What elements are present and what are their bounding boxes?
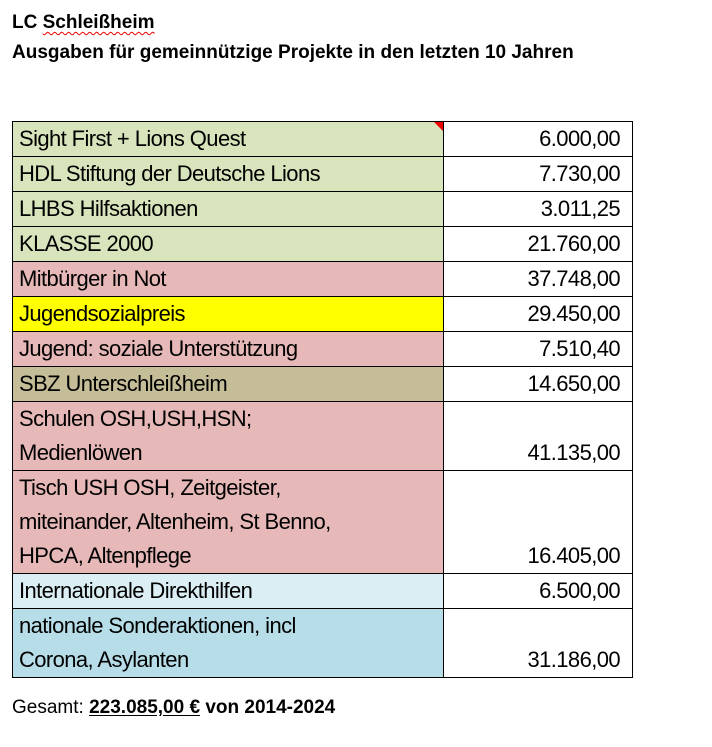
row-label: Schulen OSH,USH,HSN; Medienlöwen [12,401,444,471]
table-row: KLASSE 2000 21.760,00 [12,226,633,262]
row-label-text: nationale Sonderaktionen, incl Corona, A… [19,613,296,672]
row-label-text: SBZ Unterschleißheim [19,371,228,396]
row-label: SBZ Unterschleißheim [12,366,444,402]
table-row: SBZ Unterschleißheim 14.650,00 [12,366,633,402]
row-value: 7.730,00 [443,156,633,192]
row-label: Jugendsozialpreis [12,296,444,332]
club-prefix: LC [12,12,38,33]
row-label-text: Mitbürger in Not [19,266,167,291]
club-title: LC Schleißheim [12,12,155,34]
total-label: Gesamt: [12,697,84,718]
row-label-text: HDL Stiftung der Deutsche Lions [19,161,321,186]
row-label-text: Internationale Direkthilfen [19,578,253,603]
row-label-text: Tisch USH OSH, Zeitgeister, miteinander,… [19,475,331,568]
expenses-table: Sight First + Lions Quest 6.000,00 HDL Sti… [12,121,633,678]
row-label: Sight First + Lions Quest [12,121,444,157]
row-label: LHBS Hilfsaktionen [12,191,444,227]
row-value: 31.186,00 [443,608,633,678]
row-label-text: KLASSE 2000 [19,231,154,256]
row-label: Jugend: soziale Unterstützung [12,331,444,367]
table-row: Jugend: soziale Unterstützung 7.510,40 [12,331,633,367]
total-line: Gesamt: 223.085,00 € von 2014-2024 [12,697,335,719]
table-row: Sight First + Lions Quest 6.000,00 [12,121,633,157]
table-row: HDL Stiftung der Deutsche Lions 7.730,00 [12,156,633,192]
table-row: Schulen OSH,USH,HSN; Medienlöwen 41.135,0… [12,401,633,471]
row-value: 37.748,00 [443,261,633,297]
row-label: Mitbürger in Not [12,261,444,297]
table-row: Jugendsozialpreis 29.450,00 [12,296,633,332]
row-label-text: Jugend: soziale Unterstützung [19,336,298,361]
row-value: 6.500,00 [443,573,633,609]
row-label: HDL Stiftung der Deutsche Lions [12,156,444,192]
club-name: Schleißheim [42,12,155,33]
table-row: LHBS Hilfsaktionen 3.011,25 [12,191,633,227]
row-value: 41.135,00 [443,401,633,471]
total-range: von 2014-2024 [205,697,336,718]
row-value: 29.450,00 [443,296,633,332]
comment-marker-icon[interactable] [434,122,443,131]
row-label-text: Schulen OSH,USH,HSN; Medienlöwen [19,406,252,465]
row-value: 7.510,40 [443,331,633,367]
row-label: Internationale Direkthilfen [12,573,444,609]
table-row: Internationale Direkthilfen 6.500,00 [12,573,633,609]
table-row: nationale Sonderaktionen, incl Corona, A… [12,608,633,678]
row-value: 14.650,00 [443,366,633,402]
row-value: 6.000,00 [443,121,633,157]
row-label: Tisch USH OSH, Zeitgeister, miteinander,… [12,470,444,574]
row-label-text: LHBS Hilfsaktionen [19,196,198,221]
row-label: nationale Sonderaktionen, incl Corona, A… [12,608,444,678]
page-subtitle: Ausgaben für gemeinnützige Projekte in d… [12,42,574,63]
total-amount: 223.085,00 € [89,697,201,718]
table-row: Mitbürger in Not 37.748,00 [12,261,633,297]
table-row: Tisch USH OSH, Zeitgeister, miteinander,… [12,470,633,574]
row-value: 16.405,00 [443,470,633,574]
row-label-text: Jugendsozialpreis [19,301,186,326]
row-value: 21.760,00 [443,226,633,262]
row-value: 3.011,25 [443,191,633,227]
row-label: KLASSE 2000 [12,226,444,262]
row-label-text: Sight First + Lions Quest [19,126,246,151]
